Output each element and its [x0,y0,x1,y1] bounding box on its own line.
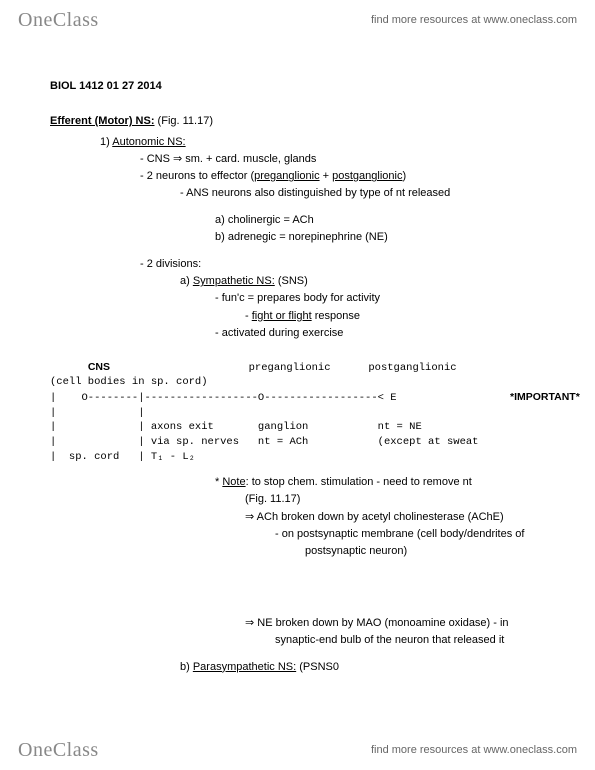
brand-logo: OneClass [18,9,99,32]
diag-r5: | sp. cord | T₁ - L₂ [50,451,195,463]
line-cholinergic: a) cholinergic = ACh [50,212,555,229]
note-label: Note [222,476,245,488]
diag-header-row: CNS preganglionic postganglionic [50,362,457,374]
line-neurons: - 2 neurons to effector (preganglionic +… [50,168,555,185]
autonomic-label: Autonomic NS: [112,136,185,148]
fight-post: response [312,310,360,322]
efferent-ref: (Fig. 11.17) [155,115,214,127]
line-func: - fun'c = prepares body for activity [50,290,555,307]
line-ans: - ANS neurons also distinguished by type… [50,185,555,202]
line-ne-b: synaptic-end bulb of the neuron that rel… [50,632,555,649]
line-parasympathetic: b) Parasympathetic NS: (PSNS0 [50,659,555,676]
line-note: * Note: to stop chem. stimulation - need… [50,474,555,491]
page-title: BIOL 1412 01 27 2014 [50,78,555,95]
diag-important: *IMPORTANT* [510,391,580,403]
neurons-plus: + [320,170,333,182]
diag-r1: | O--------|------------------O---------… [50,392,397,404]
more-resources-link-bottom[interactable]: find more resources at www.oneclass.com [371,744,577,756]
heading-efferent: Efferent (Motor) NS: (Fig. 11.17) [50,113,555,130]
line-autonomic: 1) Autonomic NS: [50,134,555,151]
diag-r2: | | [50,407,145,419]
line-postsynaptic: - on postsynaptic membrane (cell body/de… [50,526,555,543]
line-fight: - fight or flight response [50,308,555,325]
para-post: (PSNS0 [296,661,339,673]
footer: OneClass find more resources at www.onec… [0,730,595,770]
line-cns: - CNS ⇒ sm. + card. muscle, glands [50,151,555,168]
line-divisions: - 2 divisions: [50,256,555,273]
header: OneClass find more resources at www.onec… [0,0,595,40]
symp-label: Sympathetic NS: [193,275,275,287]
brand-left-footer: One [18,739,53,761]
brand-logo-footer: OneClass [18,739,99,762]
symp-post: (SNS) [275,275,308,287]
postganglionic: postganglionic [332,170,402,182]
diag-cb-row: (cell bodies in sp. cord) [50,376,208,388]
diag-pre: preganglionic [249,362,331,374]
note-post: : to stop chem. stimulation - need to re… [246,476,472,488]
line-sympathetic: a) Sympathetic NS: (SNS) [50,273,555,290]
line-ne-a: ⇒ NE broken down by MAO (monoamine oxida… [50,615,555,632]
diag-cns: CNS [88,361,110,373]
diag-r1-row: | O--------|------------------O---------… [50,392,580,404]
efferent-label: Efferent (Motor) NS: [50,115,155,127]
autonomic-num: 1) [100,136,112,148]
brand-right: Class [53,9,99,31]
symp-pre: a) [180,275,193,287]
fight-label: fight or flight [252,310,312,322]
neurons-end: ) [402,170,406,182]
diag-cb: (cell bodies in sp. cord) [50,376,208,388]
line-ach: ⇒ ACh broken down by acetyl cholinestera… [50,509,555,526]
line-note-fig: (Fig. 11.17) [50,491,555,508]
preganglionic: preganglionic [254,170,319,182]
diag-r3: | | axons exit ganglion nt = NE [50,421,422,433]
line-activated: - activated during exercise [50,325,555,342]
diag-post: postganglionic [368,362,456,374]
ascii-diagram: CNS preganglionic postganglionic (cell b… [50,360,555,465]
fight-pre: - [245,310,252,322]
line-adrenergic: b) adrenegic = norepinephrine (NE) [50,229,555,246]
brand-left: One [18,9,53,31]
brand-right-footer: Class [53,739,99,761]
line-postsynaptic2: postsynaptic neuron) [50,543,555,560]
diag-r4: | | via sp. nerves nt = ACh (except at s… [50,436,478,448]
neurons-pre: - 2 neurons to effector ( [140,170,254,182]
more-resources-link-top[interactable]: find more resources at www.oneclass.com [371,14,577,26]
para-pre: b) [180,661,193,673]
para-label: Parasympathetic NS: [193,661,296,673]
document-body: BIOL 1412 01 27 2014 Efferent (Motor) NS… [50,78,555,676]
